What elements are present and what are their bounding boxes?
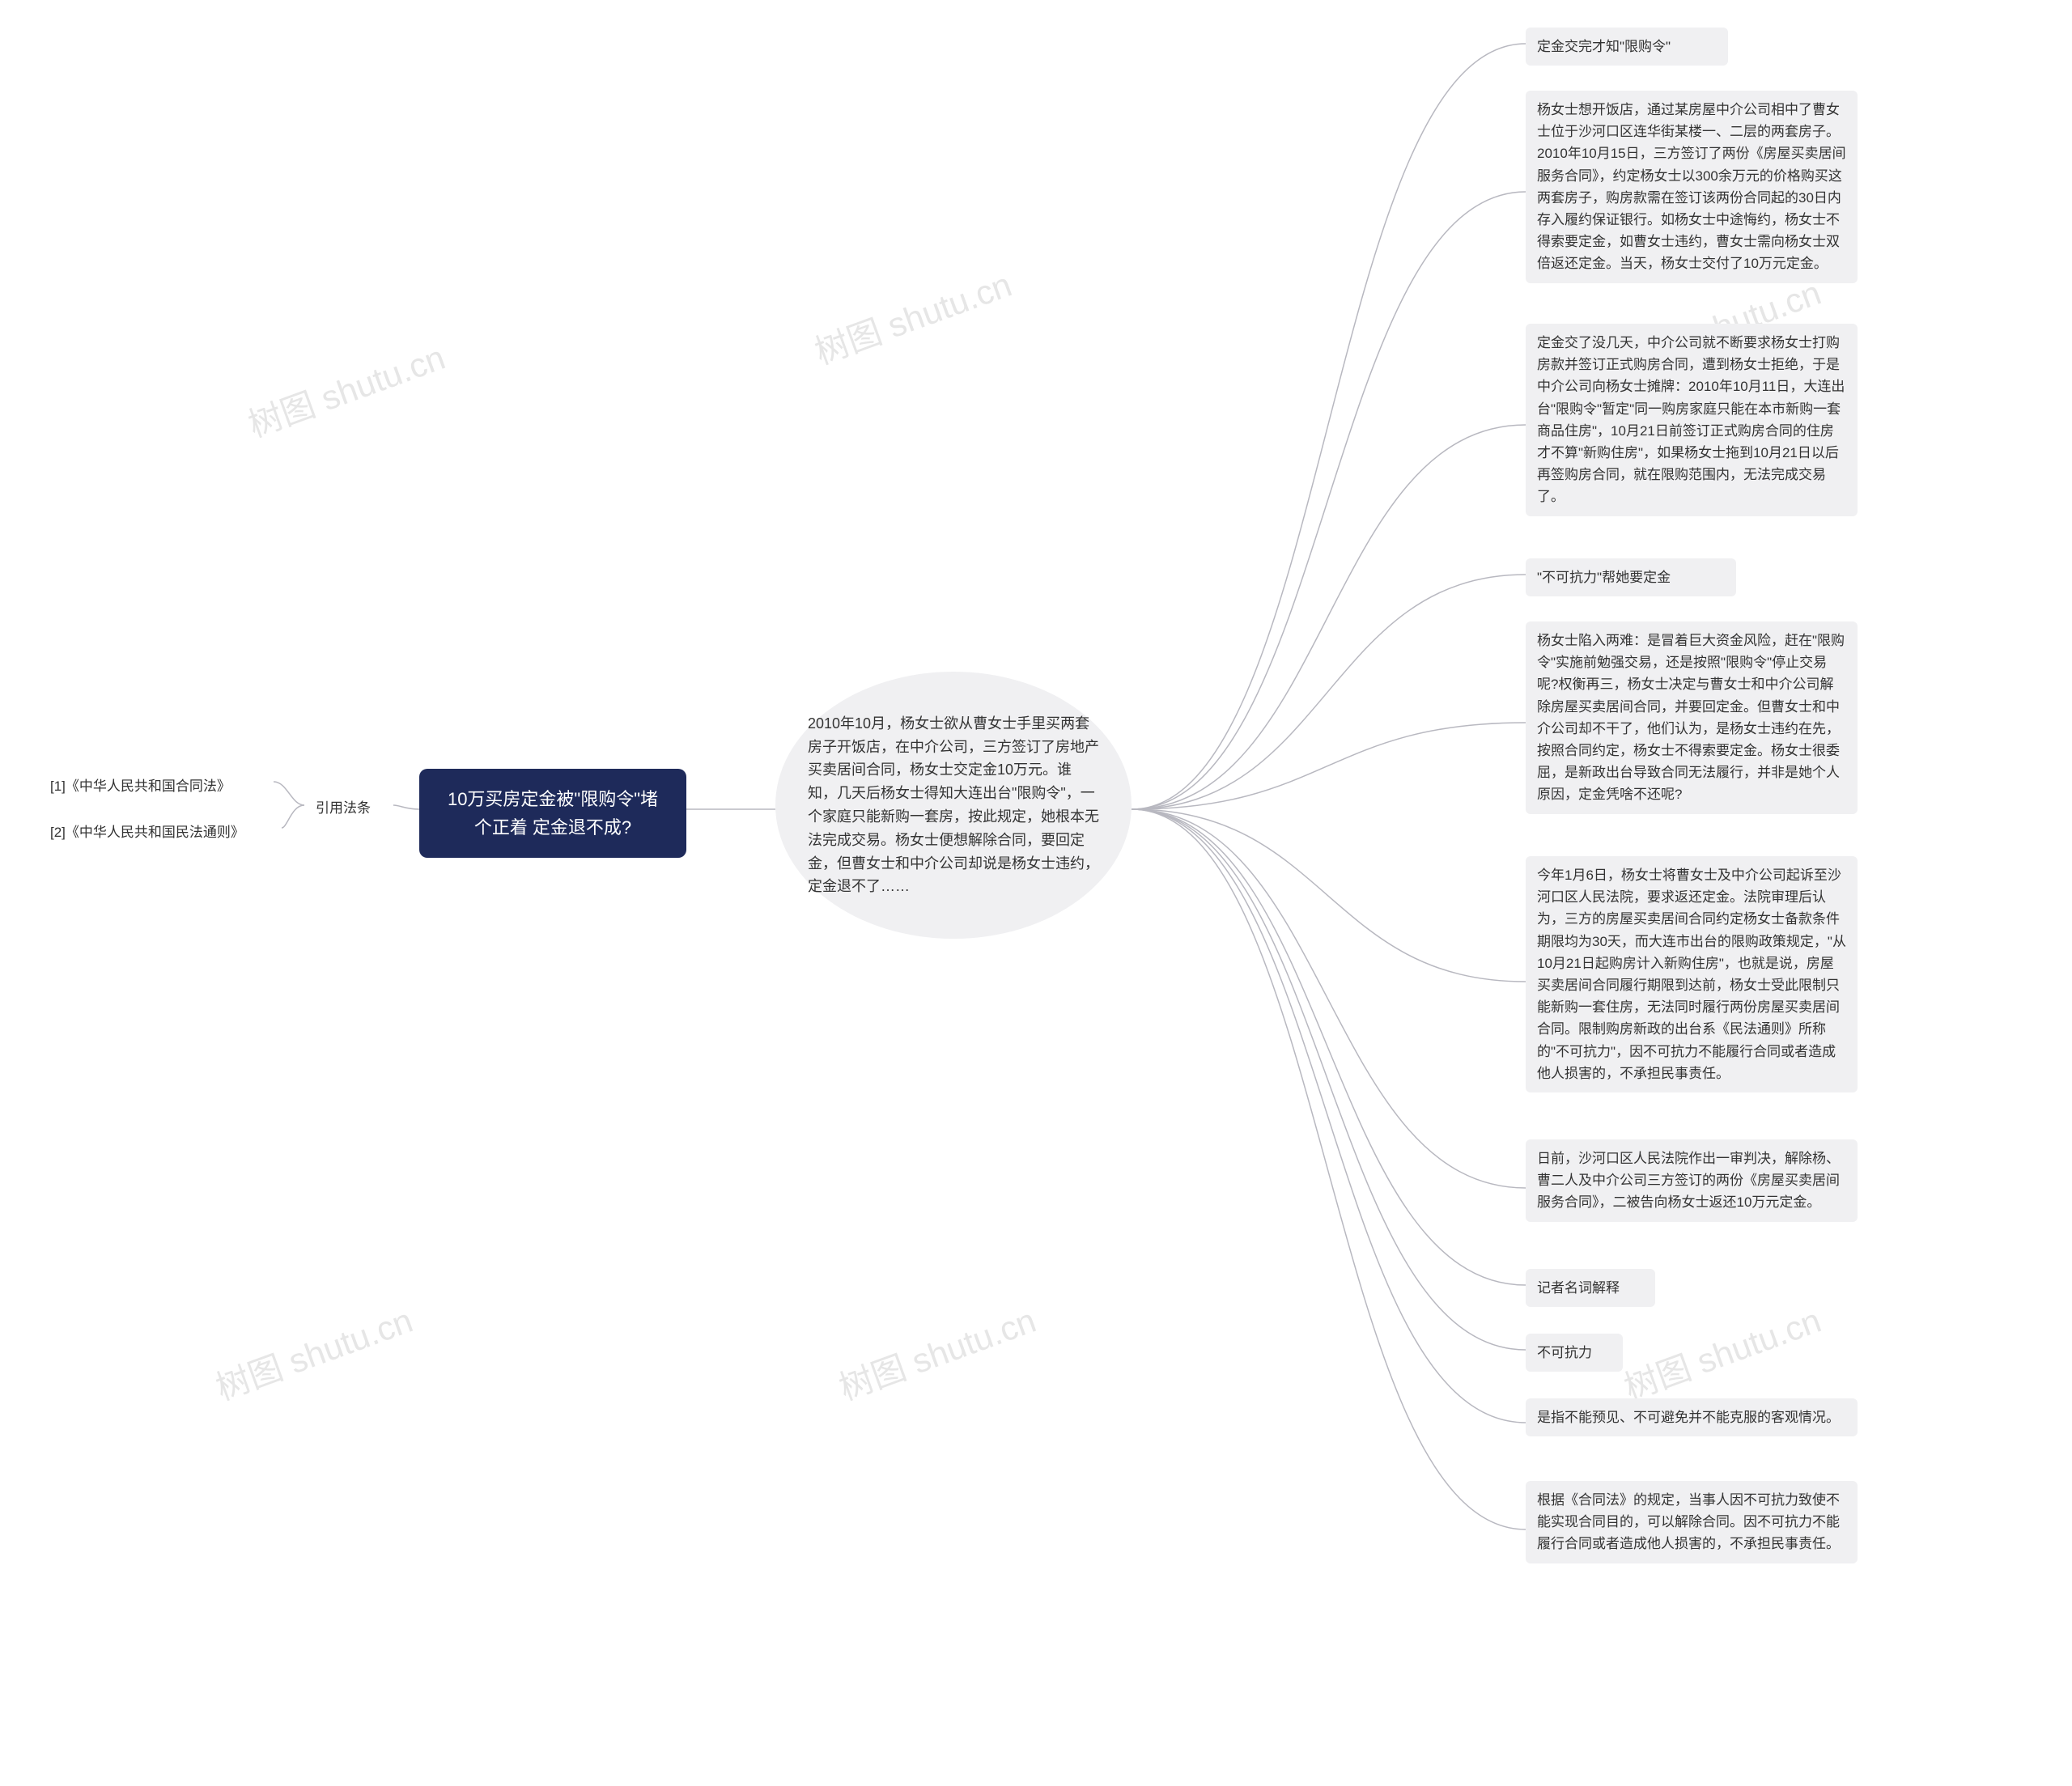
detail-text: 定金交完才知"限购令" <box>1537 39 1671 54</box>
detail-node[interactable]: 杨女士陷入两难：是冒着巨大资金风险，赶在"限购令"实施前勉强交易，还是按照"限购… <box>1526 621 1858 814</box>
detail-text: "不可抗力"帮她要定金 <box>1537 570 1671 585</box>
detail-text: 是指不能预见、不可避免并不能克服的客观情况。 <box>1537 1410 1840 1425</box>
detail-node[interactable]: 根据《合同法》的规定，当事人因不可抗力致使不能实现合同目的，可以解除合同。因不可… <box>1526 1481 1858 1563</box>
watermark: 树图 shutu.cn <box>240 330 451 447</box>
detail-text: 杨女士想开饭店，通过某房屋中介公司相中了曹女士位于沙河口区连华街某楼一、二层的两… <box>1537 102 1846 271</box>
detail-node[interactable]: 定金交了没几天，中介公司就不断要求杨女士打购房款并签订正式购房合同，遭到杨女士拒… <box>1526 324 1858 516</box>
detail-text: 杨女士陷入两难：是冒着巨大资金风险，赶在"限购令"实施前勉强交易，还是按照"限购… <box>1537 633 1845 802</box>
detail-text: 记者名词解释 <box>1537 1280 1620 1296</box>
ref-item[interactable]: [2]《中华人民共和国民法通则》 <box>39 813 282 851</box>
summary-text: 2010年10月，杨女士欲从曹女士手里买两套房子开饭店，在中介公司，三方签订了房… <box>808 712 1099 898</box>
detail-node[interactable]: "不可抗力"帮她要定金 <box>1526 558 1736 596</box>
ref-header[interactable]: 引用法条 <box>304 789 393 827</box>
ref-header-text: 引用法条 <box>316 800 371 816</box>
detail-text: 根据《合同法》的规定，当事人因不可抗力致使不能实现合同目的，可以解除合同。因不可… <box>1537 1492 1840 1551</box>
detail-node[interactable]: 是指不能预见、不可避免并不能克服的客观情况。 <box>1526 1398 1858 1436</box>
detail-text: 不可抗力 <box>1537 1345 1592 1360</box>
watermark: 树图 shutu.cn <box>807 257 1017 374</box>
watermark: 树图 shutu.cn <box>1616 1293 1827 1410</box>
detail-text: 日前，沙河口区人民法院作出一审判决，解除杨、曹二人及中介公司三方签订的两份《房屋… <box>1537 1151 1840 1210</box>
detail-text: 定金交了没几天，中介公司就不断要求杨女士打购房款并签订正式购房合同，遭到杨女士拒… <box>1537 335 1845 504</box>
detail-node[interactable]: 日前，沙河口区人民法院作出一审判决，解除杨、曹二人及中介公司三方签订的两份《房屋… <box>1526 1139 1858 1222</box>
root-text: 10万买房定金被"限购令"堵个正着 定金退不成? <box>448 789 658 838</box>
watermark: 树图 shutu.cn <box>208 1293 418 1410</box>
detail-node[interactable]: 定金交完才知"限购令" <box>1526 28 1728 66</box>
ref-text: [2]《中华人民共和国民法通则》 <box>50 825 244 840</box>
ref-item[interactable]: [1]《中华人民共和国合同法》 <box>39 767 274 805</box>
mindmap-canvas: 树图 shutu.cn 树图 shutu.cn 树图 shutu.cn 树图 s… <box>0 0 2072 1786</box>
detail-node[interactable]: 不可抗力 <box>1526 1334 1623 1372</box>
watermark: 树图 shutu.cn <box>831 1293 1042 1410</box>
root-node[interactable]: 10万买房定金被"限购令"堵个正着 定金退不成? <box>419 769 686 858</box>
detail-node[interactable]: 今年1月6日，杨女士将曹女士及中介公司起诉至沙河口区人民法院，要求返还定金。法院… <box>1526 856 1858 1092</box>
detail-text: 今年1月6日，杨女士将曹女士及中介公司起诉至沙河口区人民法院，要求返还定金。法院… <box>1537 868 1846 1081</box>
summary-node[interactable]: 2010年10月，杨女士欲从曹女士手里买两套房子开饭店，在中介公司，三方签订了房… <box>775 672 1132 939</box>
detail-node[interactable]: 记者名词解释 <box>1526 1269 1655 1307</box>
ref-text: [1]《中华人民共和国合同法》 <box>50 778 231 794</box>
detail-node[interactable]: 杨女士想开饭店，通过某房屋中介公司相中了曹女士位于沙河口区连华街某楼一、二层的两… <box>1526 91 1858 283</box>
